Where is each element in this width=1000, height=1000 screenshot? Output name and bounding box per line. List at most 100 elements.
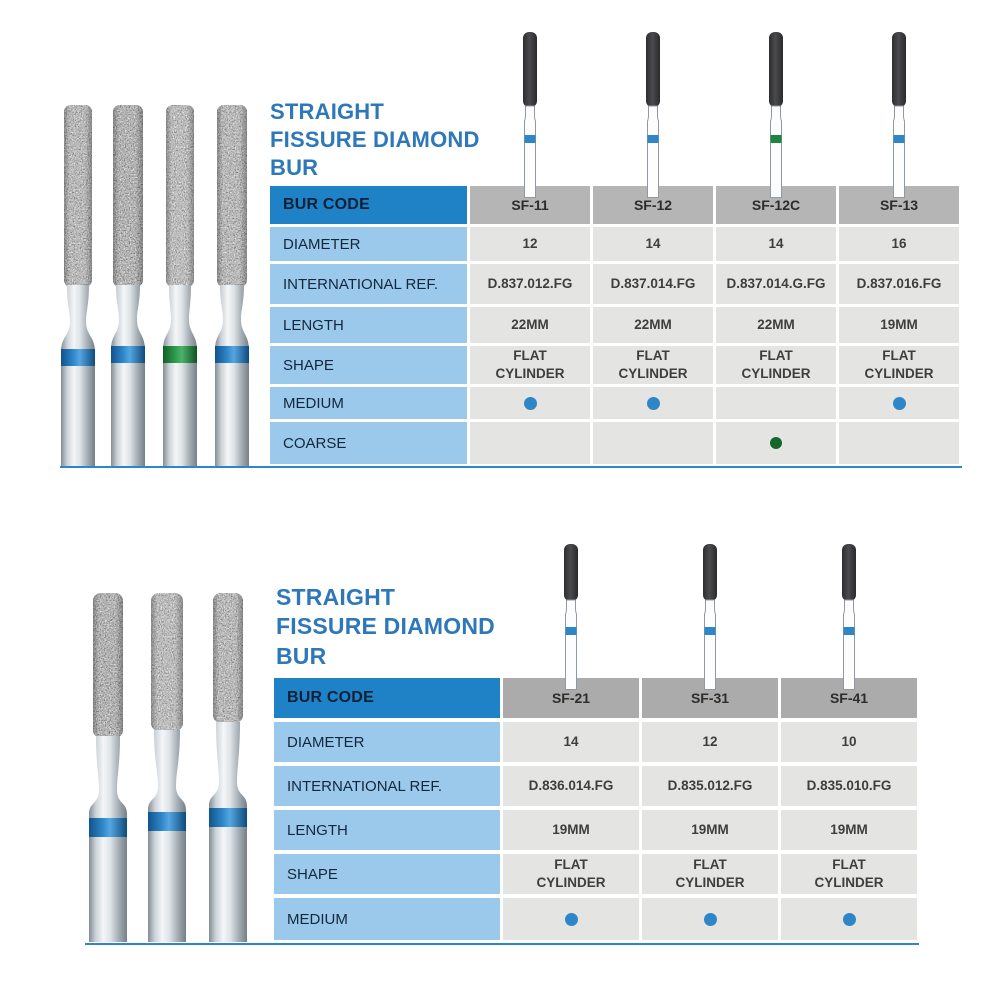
band-green (770, 135, 782, 143)
cell-ref: D.837.014.FG (593, 264, 713, 304)
title-line: BUR (276, 642, 327, 669)
spec-table-bottom: BUR CODE SF-21 SF-31 SF-41 DIAMETER 14 1… (274, 678, 917, 940)
cell-coarse (839, 422, 959, 464)
band-blue (209, 808, 247, 827)
band-blue (215, 346, 249, 363)
cell-length: 19MM (642, 810, 778, 850)
cell-ref: D.837.012.FG (470, 264, 590, 304)
coarse-dot-icon (770, 437, 782, 449)
cell-shape: FLAT CYLINDER (593, 346, 713, 384)
row-label-length: LENGTH (274, 810, 500, 850)
medium-dot-icon (703, 912, 717, 926)
title-line: BUR (270, 155, 319, 181)
cell-diameter: 12 (642, 722, 778, 762)
bur-photo-top (61, 105, 249, 466)
cell-diameter: 16 (839, 227, 959, 261)
band-blue (61, 349, 95, 366)
band-blue (565, 627, 577, 635)
bur-diagram-sf12 (646, 32, 660, 198)
cell-medium (839, 387, 959, 419)
cell-medium (781, 898, 917, 940)
band-blue (524, 135, 536, 143)
bur-diagram-sf21 (564, 544, 578, 690)
title-line: FISSURE DIAMOND (276, 613, 495, 640)
cell-shape: FLAT CYLINDER (781, 854, 917, 894)
cell-medium (716, 387, 836, 419)
band-blue (111, 346, 145, 363)
spec-table-top: BUR CODE SF-11 SF-12 SF-12C SF-13 DIAMET… (270, 186, 959, 464)
section-title: STRAIGHT FISSURE DIAMOND BUR (270, 98, 480, 182)
title-line: STRAIGHT (276, 584, 396, 610)
band-blue (704, 627, 716, 635)
title-line: FISSURE DIAMOND (270, 127, 480, 153)
shape-text: FLAT CYLINDER (618, 348, 688, 381)
medium-dot-icon (646, 396, 660, 410)
medium-dot-icon (842, 912, 856, 926)
row-label-length: LENGTH (270, 307, 467, 343)
col-header-sf12c: SF-12C (716, 186, 836, 224)
row-label-diameter: DIAMETER (274, 722, 500, 762)
table-underline-top (60, 466, 962, 468)
shape-text: FLAT CYLINDER (495, 348, 565, 381)
band-green (163, 346, 197, 363)
cell-diameter: 14 (716, 227, 836, 261)
cell-diameter: 10 (781, 722, 917, 762)
cell-diameter: 12 (470, 227, 590, 261)
cell-shape: FLAT CYLINDER (470, 346, 590, 384)
col-header-sf12: SF-12 (593, 186, 713, 224)
row-label-shape: SHAPE (274, 854, 500, 894)
shape-text: FLAT CYLINDER (741, 348, 811, 381)
shape-text: FLAT CYLINDER (536, 857, 606, 890)
cell-coarse (470, 422, 590, 464)
row-label-medium: MEDIUM (270, 387, 467, 419)
band-blue (893, 135, 905, 143)
row-label-bur-code: BUR CODE (270, 186, 467, 224)
shape-text: FLAT CYLINDER (864, 348, 934, 381)
bur-diagram-sf31 (703, 544, 717, 690)
cell-length: 19MM (503, 810, 639, 850)
bur-diagram-sf12c (769, 32, 783, 198)
row-label-diameter: DIAMETER (270, 227, 467, 261)
row-label-bur-code: BUR CODE (274, 678, 500, 718)
medium-dot-icon (523, 396, 537, 410)
cell-ref: D.835.012.FG (642, 766, 778, 806)
cell-diameter: 14 (593, 227, 713, 261)
cell-length: 19MM (781, 810, 917, 850)
row-label-international-ref: INTERNATIONAL REF. (274, 766, 500, 806)
cell-shape: FLAT CYLINDER (503, 854, 639, 894)
cell-ref: D.835.010.FG (781, 766, 917, 806)
shape-text: FLAT CYLINDER (814, 857, 884, 890)
bur-diagram-sf11 (523, 32, 537, 198)
bur-photo-bottom (89, 593, 247, 942)
band-blue (89, 818, 127, 837)
band-blue (647, 135, 659, 143)
cell-shape: FLAT CYLINDER (716, 346, 836, 384)
section-title: STRAIGHT FISSURE DIAMOND BUR (276, 583, 495, 671)
table-underline-bottom (85, 943, 919, 945)
row-label-coarse: COARSE (270, 422, 467, 464)
cell-length: 22MM (716, 307, 836, 343)
medium-dot-icon (564, 912, 578, 926)
band-blue (843, 627, 855, 635)
cell-shape: FLAT CYLINDER (642, 854, 778, 894)
row-label-shape: SHAPE (270, 346, 467, 384)
shape-text: FLAT CYLINDER (675, 857, 745, 890)
cell-length: 22MM (470, 307, 590, 343)
cell-medium (642, 898, 778, 940)
cell-ref: D.837.016.FG (839, 264, 959, 304)
cell-shape: FLAT CYLINDER (839, 346, 959, 384)
bur-diagram-sf13 (892, 32, 906, 198)
cell-ref: D.837.014.G.FG (716, 264, 836, 304)
cell-diameter: 14 (503, 722, 639, 762)
cell-coarse (593, 422, 713, 464)
cell-length: 19MM (839, 307, 959, 343)
row-label-international-ref: INTERNATIONAL REF. (270, 264, 467, 304)
cell-length: 22MM (593, 307, 713, 343)
cell-coarse (716, 422, 836, 464)
bur-diagram-sf41 (842, 544, 856, 690)
cell-medium (470, 387, 590, 419)
cell-ref: D.836.014.FG (503, 766, 639, 806)
band-blue (148, 812, 186, 831)
title-line: STRAIGHT (270, 99, 385, 124)
